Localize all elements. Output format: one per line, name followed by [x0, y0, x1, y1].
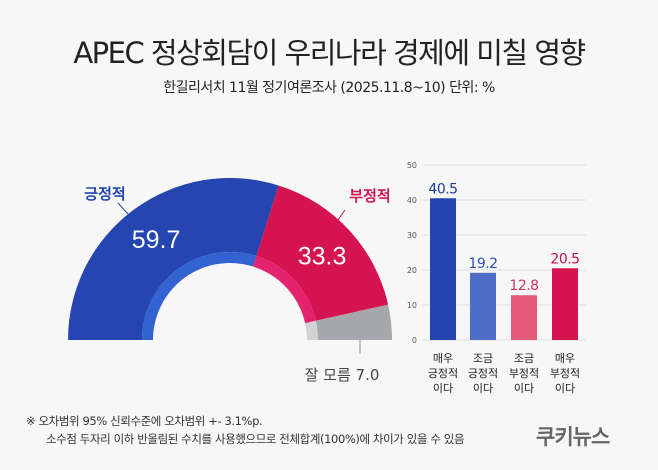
page-title: APEC 정상회담이 우리나라 경제에 미칠 영향: [73, 36, 586, 70]
bar: [511, 295, 537, 340]
y-tick-label: 20: [407, 266, 417, 275]
bar-value-label: 19.2: [468, 256, 497, 272]
x-category-label: 긍정적: [468, 367, 498, 380]
footnote-line-2: 소수점 두자리 이하 반올림된 수치를 사용했으므로 전체합계(100%)에 차…: [46, 432, 465, 446]
donut-slice-2: [315, 304, 392, 340]
bar-value-label: 12.8: [509, 278, 538, 294]
donut-slice-0: [68, 177, 279, 340]
logo: 쿠키뉴스: [536, 425, 610, 449]
x-category-label: 이다: [473, 382, 493, 395]
x-category-label: 매우: [555, 352, 575, 365]
donut-inner-ring-2: [305, 320, 318, 340]
x-category-label: 매우: [433, 352, 453, 365]
bar: [552, 268, 578, 340]
x-category-label: 부정적: [550, 367, 580, 380]
donut-inner-ring-0: [142, 252, 257, 340]
leader-line: [117, 202, 129, 215]
x-category-label: 조금: [473, 352, 493, 365]
bar: [470, 272, 496, 340]
donut-value-label: 59.7: [132, 226, 181, 254]
donut-category-label: 긍정적: [84, 185, 125, 203]
x-category-label: 부정적: [509, 367, 539, 380]
donut-value-label: 33.3: [298, 242, 347, 270]
x-category-label: 이다: [555, 382, 575, 395]
x-category-label: 이다: [514, 382, 534, 395]
subtitle: 한길리서치 11월 정기여론조사 (2025.11.8~10) 단위: %: [163, 80, 495, 96]
donut-category-label: 부정적: [349, 187, 390, 205]
bar-value-label: 20.5: [550, 251, 579, 267]
leader-line: [337, 209, 346, 221]
y-tick-label: 30: [407, 231, 417, 240]
x-category-label: 긍정적: [428, 367, 458, 380]
bar: [430, 198, 456, 340]
y-tick-label: 0: [412, 336, 417, 345]
x-category-label: 이다: [433, 382, 453, 395]
y-tick-label: 50: [407, 161, 417, 170]
donut-category-label: 잘 모름 7.0: [305, 366, 380, 384]
x-category-label: 조금: [514, 352, 534, 365]
y-tick-label: 10: [407, 301, 417, 310]
y-tick-label: 40: [407, 196, 417, 205]
bar-value-label: 40.5: [428, 181, 457, 197]
donut-slice-1: [256, 185, 389, 321]
donut-inner-ring-1: [253, 256, 316, 324]
footnote-line-1: ※ 오차범위 95% 신뢰수준에 오차범위 +- 3.1%p.: [26, 414, 263, 428]
